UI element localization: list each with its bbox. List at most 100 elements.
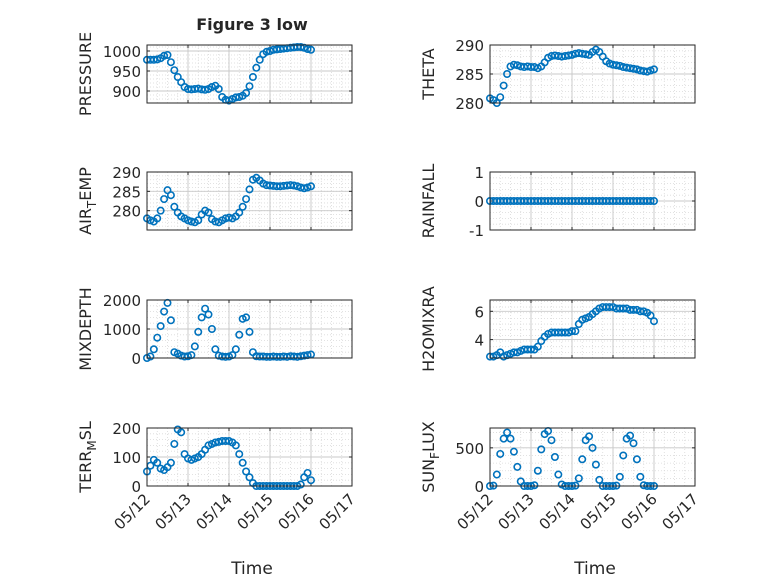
data-point xyxy=(649,317,658,326)
data-point xyxy=(170,439,179,448)
axes-box xyxy=(146,44,353,104)
data-point xyxy=(567,327,576,336)
data-point xyxy=(306,45,315,54)
data-point xyxy=(296,480,305,489)
data-point xyxy=(235,330,244,339)
data-point xyxy=(306,476,315,485)
data-point xyxy=(629,439,638,448)
data-point xyxy=(509,447,518,456)
data-point xyxy=(255,55,264,64)
y-tick-label: -1 xyxy=(469,222,484,240)
y-axis-label-part: T xyxy=(85,200,99,209)
data-point xyxy=(201,85,210,94)
data-point xyxy=(221,352,230,361)
data-point xyxy=(245,82,254,91)
data-point xyxy=(632,455,641,464)
data-point xyxy=(533,466,542,475)
data-point xyxy=(242,195,251,204)
data-point xyxy=(242,467,251,476)
data-point xyxy=(262,47,271,56)
x-axis-label-right: Time xyxy=(573,559,616,579)
data-point xyxy=(612,61,621,70)
y-tick-label: 1000 xyxy=(103,43,141,61)
data-point xyxy=(163,50,172,59)
data-point xyxy=(574,474,583,483)
y-tick-label: 0 xyxy=(474,478,484,496)
data-point xyxy=(595,475,604,484)
data-point xyxy=(214,85,223,94)
y-axis-label: MIXDEPTH xyxy=(76,287,95,370)
y-tick-label: 950 xyxy=(112,63,141,81)
data-point xyxy=(296,42,305,51)
data-point xyxy=(646,197,655,206)
data-point xyxy=(506,434,515,443)
data-point xyxy=(190,342,199,351)
data-point xyxy=(300,184,309,193)
data-point xyxy=(211,345,220,354)
data-point xyxy=(156,206,165,215)
data-point xyxy=(166,58,175,67)
axes-box xyxy=(146,427,353,487)
data-point xyxy=(581,50,590,59)
data-point xyxy=(503,428,512,437)
data-point xyxy=(554,470,563,479)
data-point xyxy=(550,452,559,461)
data-point xyxy=(248,73,257,82)
y-axis-label-part: SUN xyxy=(419,459,438,493)
data-point xyxy=(201,304,210,313)
data-point xyxy=(289,181,298,190)
y-axis-label: SUNFLUX xyxy=(419,421,442,493)
data-point xyxy=(166,458,175,467)
data-point xyxy=(492,470,501,479)
data-point xyxy=(496,93,505,102)
y-axis-label-part: MIXDEPTH xyxy=(76,287,95,370)
data-point xyxy=(303,468,312,477)
data-point xyxy=(242,89,251,98)
y-tick-label: 6 xyxy=(474,303,484,321)
y-tick-label: 285 xyxy=(112,183,141,201)
data-point xyxy=(306,182,315,191)
y-axis-label: TERRMSL xyxy=(76,421,99,494)
y-axis-label: THETA xyxy=(419,48,438,100)
y-axis-label-part: F xyxy=(428,452,442,459)
y-axis-label-part: AIR xyxy=(76,208,95,235)
data-point xyxy=(204,208,213,217)
y-axis-label-part: SL xyxy=(76,421,95,440)
data-point xyxy=(238,458,247,467)
data-point xyxy=(160,307,169,316)
axes-box xyxy=(489,44,696,104)
data-point xyxy=(646,311,655,320)
y-tick-label: 4 xyxy=(474,332,484,350)
y-axis-label-part: RAINFALL xyxy=(419,164,438,239)
data-point xyxy=(547,436,556,445)
data-point xyxy=(166,316,175,325)
y-axis-label: PRESSURE xyxy=(76,32,95,116)
data-point xyxy=(626,431,635,440)
data-point xyxy=(238,202,247,211)
data-point xyxy=(509,60,518,69)
y-axis-label-part: H2OMIXRA xyxy=(419,286,438,372)
panel-theta: 280 285 290 THETA xyxy=(419,37,696,113)
panel-mixdepth: 0 1000 2000 MIXDEPTH xyxy=(76,287,353,371)
data-point xyxy=(530,481,539,490)
data-point xyxy=(619,451,628,460)
y-axis-label-part: PRESSURE xyxy=(76,32,95,116)
data-point xyxy=(160,51,169,60)
data-point xyxy=(207,324,216,333)
data-point xyxy=(160,195,169,204)
panel-h2omixra: 4 6 H2OMIXRA xyxy=(419,286,696,372)
data-point xyxy=(245,185,254,194)
y-tick-label: 280 xyxy=(455,95,484,113)
data-point xyxy=(242,313,251,322)
y-tick-label: 200 xyxy=(112,420,141,438)
data-point xyxy=(629,64,638,73)
data-point xyxy=(204,310,213,319)
axes-box xyxy=(146,171,353,231)
data-point xyxy=(166,191,175,200)
data-point xyxy=(496,449,505,458)
data-point xyxy=(588,443,597,452)
y-tick-label: 500 xyxy=(455,440,484,458)
